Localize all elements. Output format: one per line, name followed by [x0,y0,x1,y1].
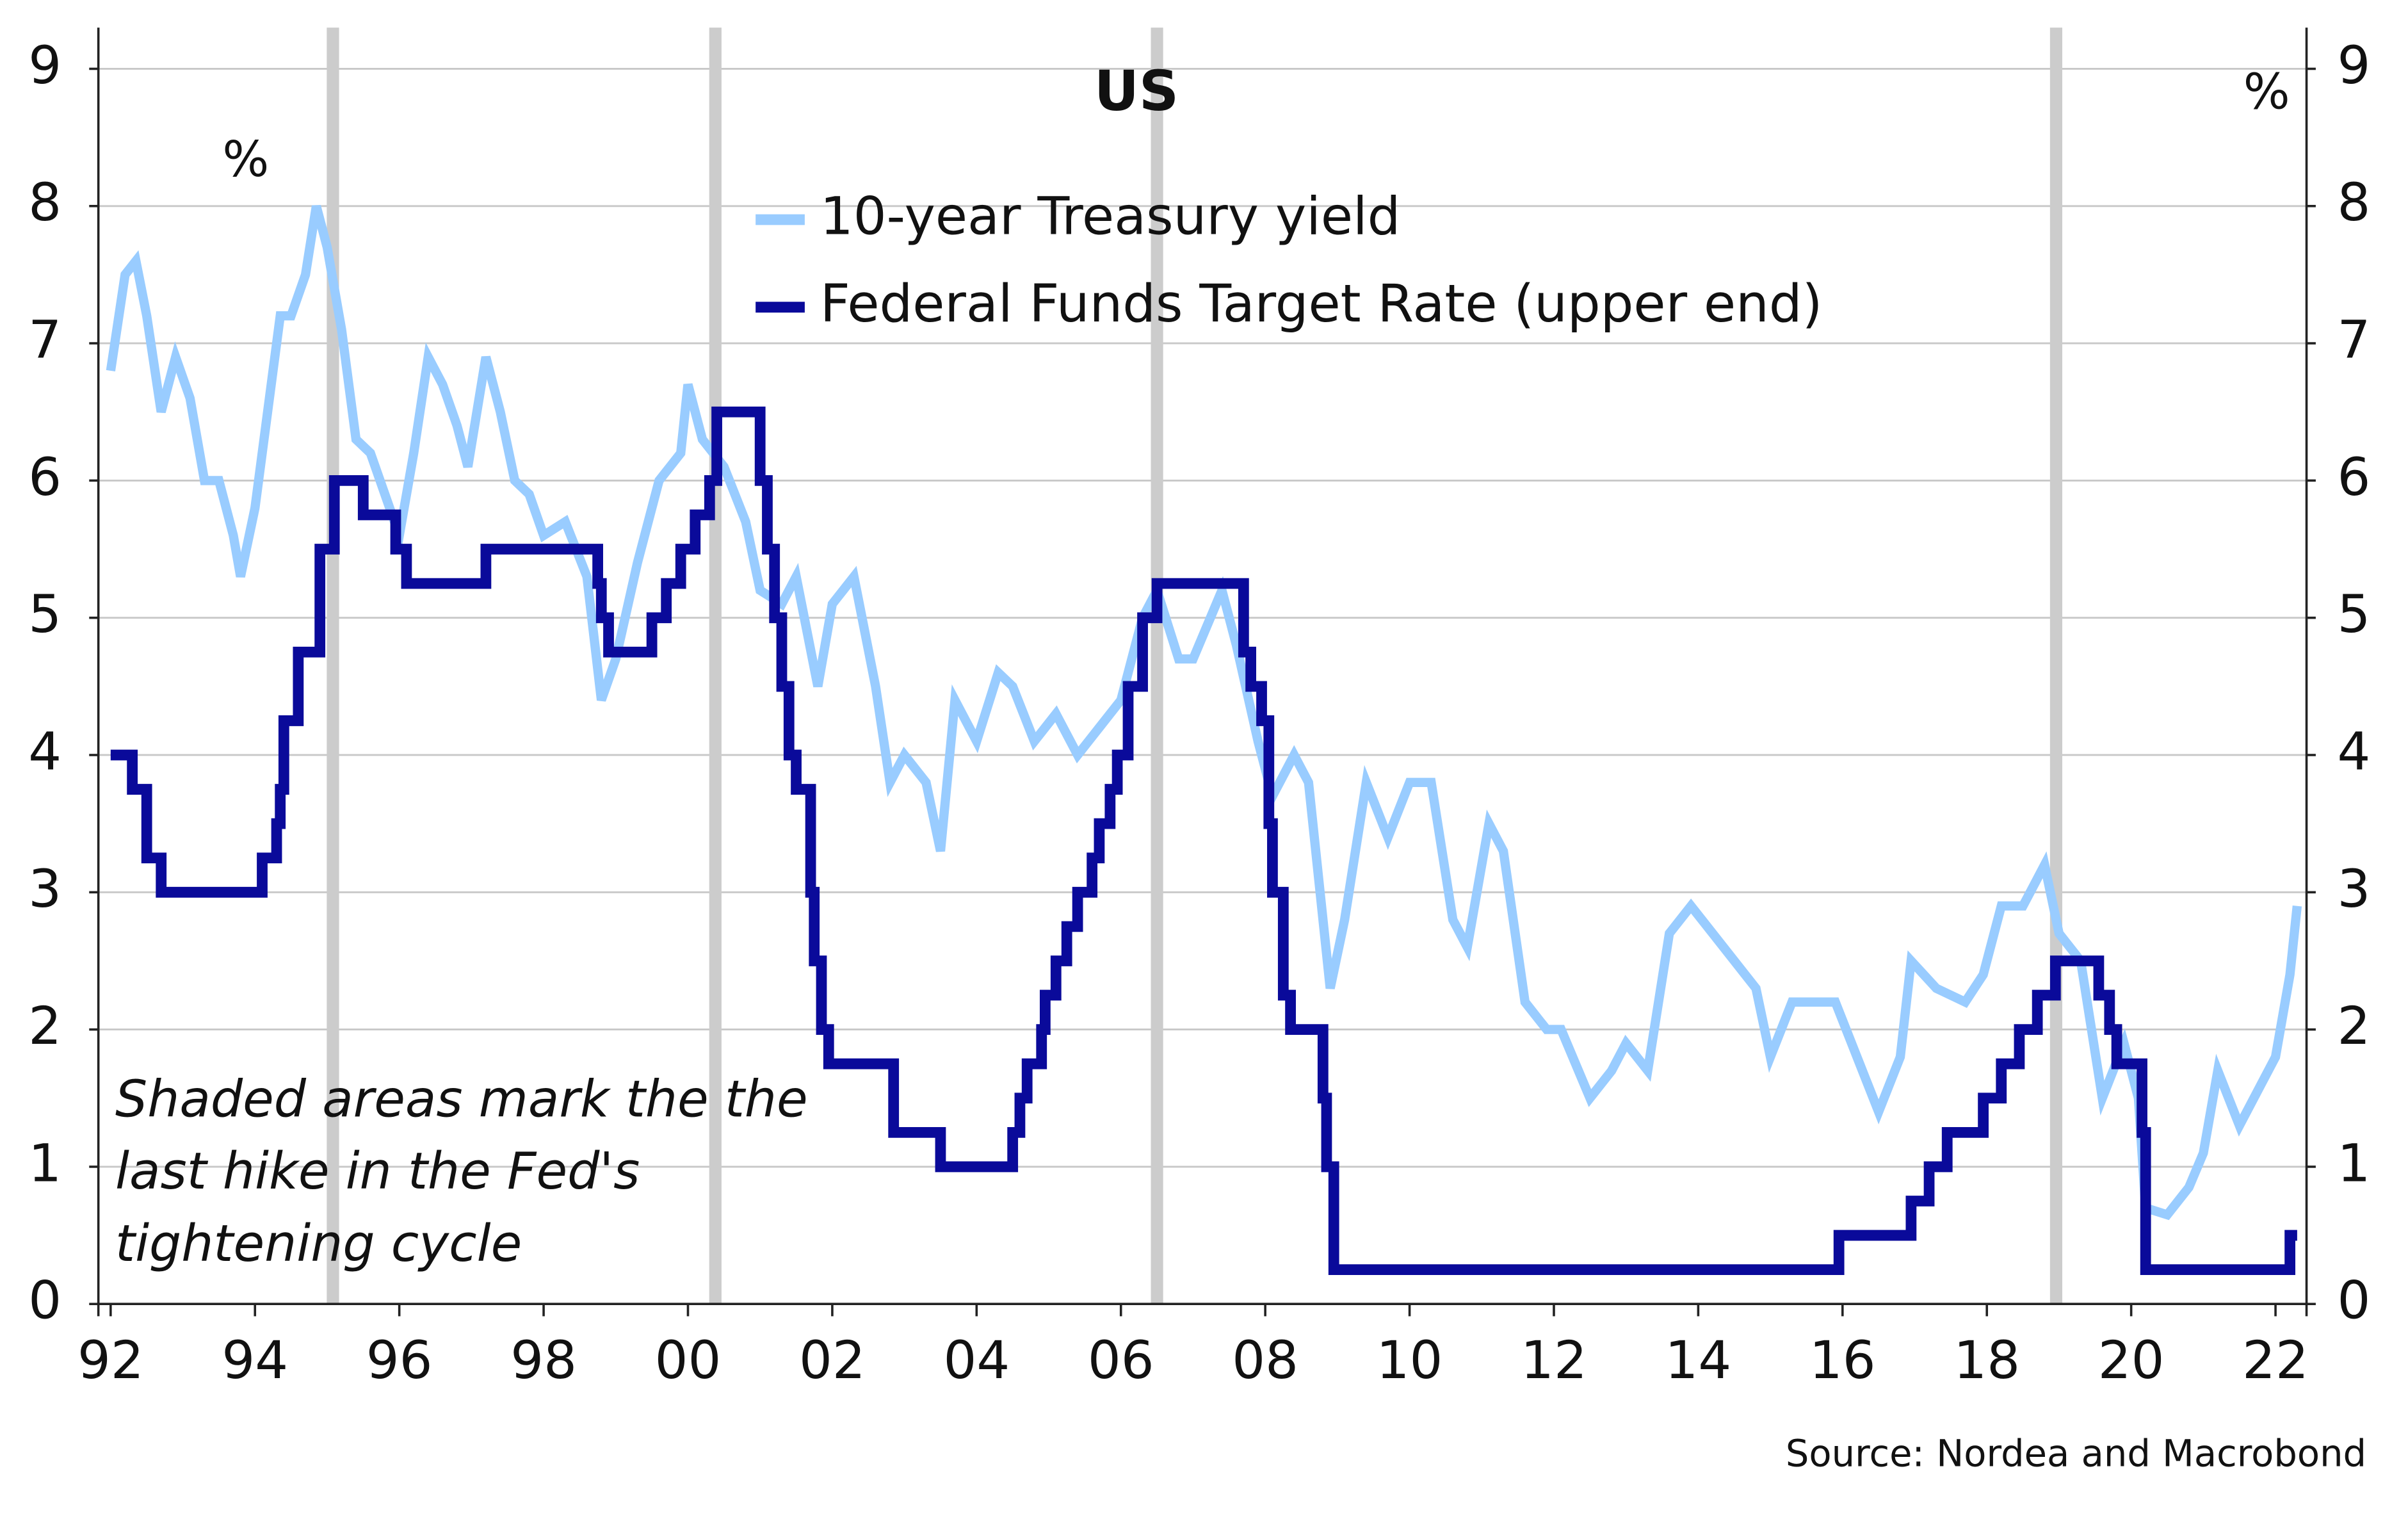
series-line [110,406,2297,1276]
y-tick-label: 7 [28,310,61,371]
x-tick-label: 92 [77,1330,144,1391]
y2-axis-unit: % [2243,64,2290,121]
legend-label: 10-year Treasury yield [820,186,1401,247]
y2-tick-label: 8 [2338,172,2371,233]
x-tick-label: 16 [1809,1330,1876,1391]
y-tick-label: 3 [28,859,61,920]
y-tick-label: 8 [28,172,61,233]
annotation: Shaded areas mark the the [115,1070,808,1129]
annotation: tightening cycle [115,1214,522,1273]
x-tick-label: 06 [1088,1330,1154,1391]
y2-tick-label: 2 [2338,996,2371,1057]
x-tick-label: 20 [2098,1330,2165,1391]
x-tick-label: 14 [1665,1330,1732,1391]
x-tick-label: 10 [1377,1330,1443,1391]
x-tick-label: 04 [943,1330,1010,1391]
y2-tick-label: 9 [2338,35,2371,96]
y2-tick-label: 7 [2338,310,2371,371]
source: Source: Nordea and Macrobond [1786,1432,2366,1475]
y-tick-label: 4 [28,721,61,782]
x-tick-label: 02 [799,1330,866,1391]
x-tick-label: 12 [1521,1330,1587,1391]
y2-tick-label: 1 [2338,1133,2371,1194]
x-tick-label: 22 [2242,1330,2309,1391]
x-tick-label: 00 [655,1330,722,1391]
x-tick-label: 98 [510,1330,577,1391]
y2-tick-label: 5 [2338,584,2371,645]
series-line [106,204,2302,1221]
x-tick-label: 08 [1232,1330,1298,1391]
y2-tick-label: 4 [2338,721,2371,782]
x-tick-label: 94 [222,1330,288,1391]
y-tick-label: 9 [28,35,61,96]
x-tick-label: 18 [1953,1330,2020,1391]
y-tick-label: 1 [28,1133,61,1194]
annotation: last hike in the Fed's [115,1142,640,1201]
y2-tick-label: 6 [2338,447,2371,508]
y2-tick-label: 0 [2338,1271,2371,1331]
y-tick-label: 6 [28,447,61,508]
x-tick-label: 96 [366,1330,433,1391]
chart-title: US [1094,60,1179,124]
y-axis-unit: % [222,131,269,188]
y2-tick-label: 3 [2338,859,2371,920]
y-tick-label: 0 [28,1271,61,1331]
y-tick-label: 2 [28,996,61,1057]
y-tick-label: 5 [28,584,61,645]
legend-label: Federal Funds Target Rate (upper end) [820,273,1823,334]
